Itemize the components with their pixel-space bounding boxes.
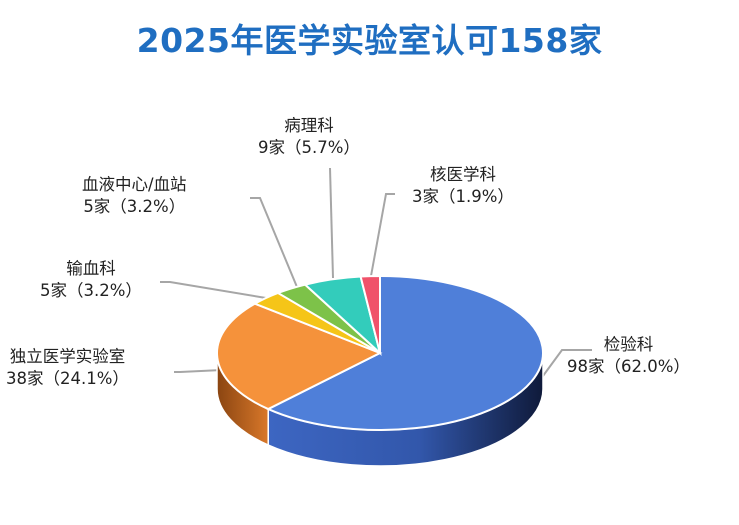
leader-line-lab-dept — [539, 349, 592, 381]
slice-value: 38家（24.1%） — [6, 369, 129, 388]
slice-name: 核医学科 — [429, 165, 496, 184]
slice-name: 独立医学实验室 — [9, 347, 126, 366]
slice-label-lab-dept: 检验科 98家（62.0%） — [567, 334, 690, 378]
slice-label-blood-center: 血液中心/血站 5家（3.2%） — [82, 174, 187, 218]
leader-line-transfusion — [160, 281, 267, 299]
leader-line-independent-lab — [174, 369, 223, 373]
slice-label-transfusion: 输血科 5家（3.2%） — [40, 258, 142, 302]
leader-lines — [160, 167, 592, 381]
leader-line-pathology — [329, 167, 334, 279]
slice-name: 输血科 — [66, 259, 116, 278]
slice-value: 9家（5.7%） — [258, 138, 360, 157]
leader-line-nuclear-medicine — [370, 193, 395, 277]
slice-label-nuclear-medicine: 核医学科 3家（1.9%） — [412, 164, 514, 208]
pie-top-slices — [216, 274, 544, 431]
pie-slice-nuclear-medicine — [359, 274, 381, 354]
slice-name: 检验科 — [603, 335, 654, 354]
slice-value: 98家（62.0%） — [567, 357, 690, 376]
pie-slice-independent-lab — [216, 302, 383, 411]
slice-name: 病理科 — [284, 116, 334, 135]
slice-name: 血液中心/血站 — [82, 175, 187, 194]
slice-label-independent-lab: 独立医学实验室 38家（24.1%） — [6, 346, 129, 390]
chart-title: 2025年医学实验室认可158家 — [136, 21, 603, 60]
slice-value: 5家（3.2%） — [83, 197, 186, 216]
pie-slice-lab-dept — [265, 274, 544, 431]
slice-label-pathology: 病理科 9家（5.7%） — [258, 115, 360, 159]
slice-value: 5家（3.2%） — [40, 281, 142, 300]
slice-value: 3家（1.9%） — [412, 187, 514, 206]
leader-line-blood-center — [250, 197, 298, 288]
